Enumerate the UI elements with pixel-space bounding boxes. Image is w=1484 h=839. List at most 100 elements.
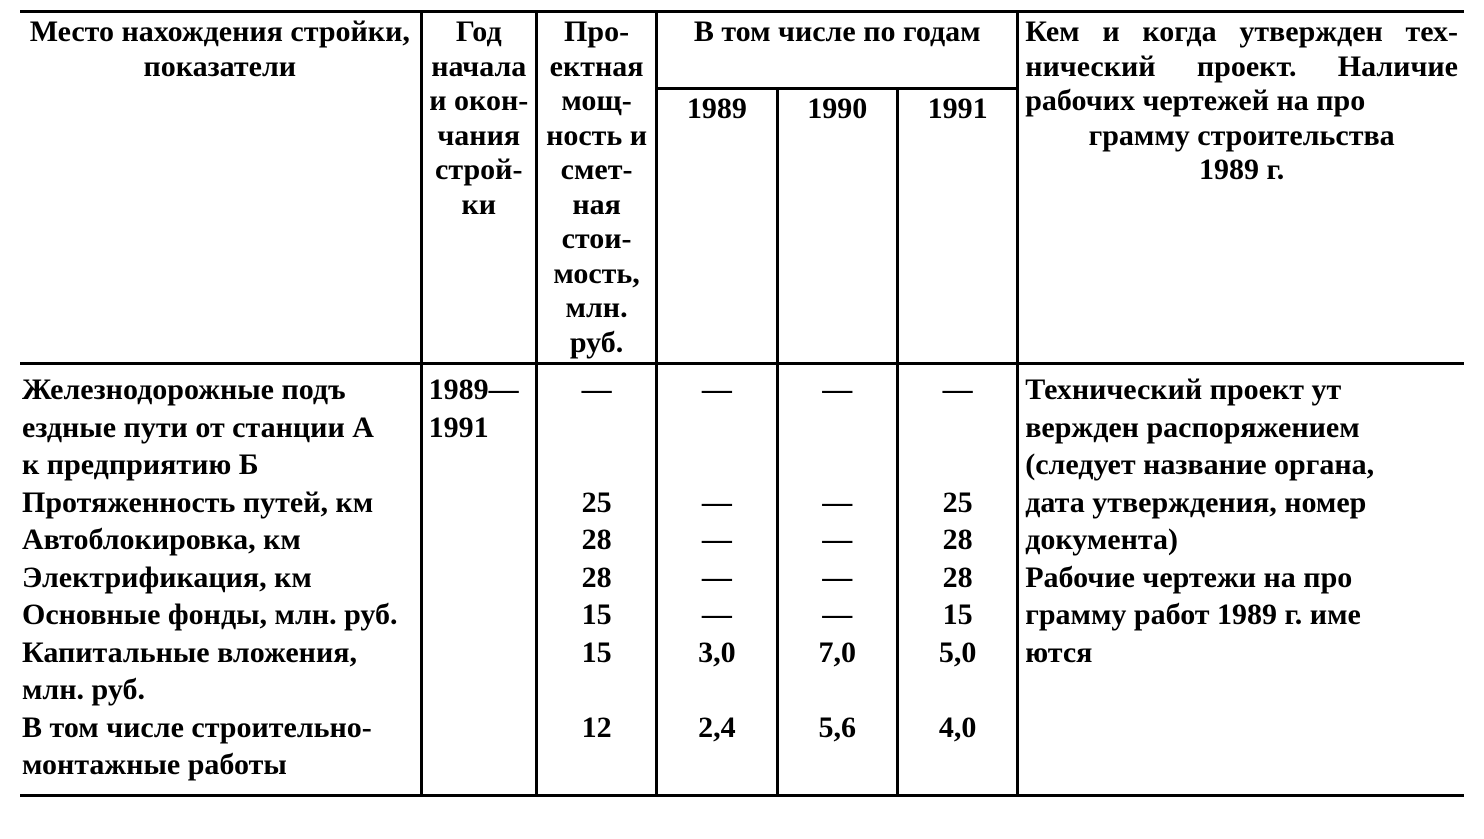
cell: — bbox=[657, 559, 777, 597]
cell: 12 bbox=[536, 709, 656, 747]
cell-name: Протяженность путей, км bbox=[20, 484, 421, 522]
header-text: Год нача­ла и окон­чания строй­ки bbox=[429, 15, 529, 222]
header-text: Про­ектная мощ­ность и смет­ная стои­мос… bbox=[544, 15, 649, 360]
cell-note: ются bbox=[1018, 634, 1464, 672]
header-text: Место нахождения стройки, показатели bbox=[26, 15, 414, 84]
cell-note: Рабочие чертежи на про­ bbox=[1018, 559, 1464, 597]
table-row: Электрификация, км 28 — — 28 Рабочие чер… bbox=[20, 559, 1464, 597]
cell-years: 1991 bbox=[421, 409, 536, 447]
cell bbox=[657, 409, 777, 447]
cell bbox=[657, 746, 777, 795]
cell: — bbox=[777, 559, 897, 597]
cell-name: Основные фонды, млн. руб. bbox=[20, 596, 421, 634]
table-body: Железнодорожные подъ­ 1989— — — — — Техн… bbox=[20, 364, 1464, 796]
cell-name: В том числе строительно- bbox=[20, 709, 421, 747]
header-text: грамму строительства bbox=[1025, 119, 1458, 154]
cell: 4,0 bbox=[897, 709, 1017, 747]
cell: 28 bbox=[536, 559, 656, 597]
cell-note: вержден распоряжением bbox=[1018, 409, 1464, 447]
cell bbox=[897, 746, 1017, 795]
header-year-1991: 1991 bbox=[897, 89, 1017, 364]
cell-note: (следует название органа, bbox=[1018, 446, 1464, 484]
cell-name: к предприятию Б bbox=[20, 446, 421, 484]
cell bbox=[536, 671, 656, 709]
cell bbox=[777, 671, 897, 709]
cell: 25 bbox=[536, 484, 656, 522]
table-row: Протяженность путей, км 25 — — 25 дата у… bbox=[20, 484, 1464, 522]
header-text: В том числе по годам bbox=[664, 15, 1010, 50]
cell: — bbox=[897, 364, 1017, 409]
cell: 5,0 bbox=[897, 634, 1017, 672]
cell: 15 bbox=[897, 596, 1017, 634]
header-by-years: В том числе по годам bbox=[657, 12, 1018, 89]
cell-name: монтажные работы bbox=[20, 746, 421, 795]
cell: 28 bbox=[536, 521, 656, 559]
cell bbox=[1018, 671, 1464, 709]
cell bbox=[421, 709, 536, 747]
cell: — bbox=[657, 521, 777, 559]
table-row: ездные пути от станции А 1991 вержден ра… bbox=[20, 409, 1464, 447]
cell bbox=[1018, 709, 1464, 747]
cell: 15 bbox=[536, 596, 656, 634]
cell: 25 bbox=[897, 484, 1017, 522]
cell bbox=[421, 521, 536, 559]
cell-years: 1989— bbox=[421, 364, 536, 409]
cell-name: Железнодорожные подъ­ bbox=[20, 364, 421, 409]
cell-name: млн. руб. bbox=[20, 671, 421, 709]
table-row: Железнодорожные подъ­ 1989— — — — — Техн… bbox=[20, 364, 1464, 409]
cell-note: дата утверждения, номер bbox=[1018, 484, 1464, 522]
cell bbox=[421, 634, 536, 672]
header-year-1989: 1989 bbox=[657, 89, 777, 364]
cell bbox=[536, 446, 656, 484]
cell: — bbox=[777, 521, 897, 559]
table-row: монтажные работы bbox=[20, 746, 1464, 795]
table-row: млн. руб. bbox=[20, 671, 1464, 709]
header-capacity-cost: Про­ектная мощ­ность и смет­ная стои­мос… bbox=[536, 12, 656, 364]
table-header: Место нахождения стройки, показатели Год… bbox=[20, 12, 1464, 364]
document-page: Место нахождения стройки, показатели Год… bbox=[0, 0, 1484, 839]
cell: — bbox=[657, 364, 777, 409]
cell: — bbox=[657, 596, 777, 634]
cell bbox=[536, 746, 656, 795]
cell-name: Капитальные вложения, bbox=[20, 634, 421, 672]
cell-note: грамму работ 1989 г. име­ bbox=[1018, 596, 1464, 634]
header-years-start-end: Год нача­ла и окон­чания строй­ки bbox=[421, 12, 536, 364]
cell: — bbox=[777, 596, 897, 634]
cell: — bbox=[777, 484, 897, 522]
cell bbox=[421, 484, 536, 522]
table-row: Капитальные вложения, 15 3,0 7,0 5,0 ютс… bbox=[20, 634, 1464, 672]
header-location-indicators: Место нахождения стройки, показатели bbox=[20, 12, 421, 364]
cell: 2,4 bbox=[657, 709, 777, 747]
header-text: Кем и когда утвержден тех­нический проек… bbox=[1025, 15, 1458, 119]
table-row: к предприятию Б (следует название органа… bbox=[20, 446, 1464, 484]
cell bbox=[777, 746, 897, 795]
cell: 28 bbox=[897, 521, 1017, 559]
table-row: Автоблокировка, км 28 — — 28 документа) bbox=[20, 521, 1464, 559]
cell bbox=[536, 409, 656, 447]
cell-note: Технический проект ут­ bbox=[1018, 364, 1464, 409]
cell bbox=[897, 671, 1017, 709]
cell: 15 bbox=[536, 634, 656, 672]
cell-name: Электрификация, км bbox=[20, 559, 421, 597]
cell bbox=[421, 596, 536, 634]
cell-note: документа) bbox=[1018, 521, 1464, 559]
cell bbox=[897, 446, 1017, 484]
cell bbox=[657, 446, 777, 484]
cell: 28 bbox=[897, 559, 1017, 597]
cell: — bbox=[777, 364, 897, 409]
cell: — bbox=[657, 484, 777, 522]
header-text: 1989 г. bbox=[1025, 153, 1458, 188]
cell: 5,6 bbox=[777, 709, 897, 747]
cell: 7,0 bbox=[777, 634, 897, 672]
cell bbox=[1018, 746, 1464, 795]
header-approval: Кем и когда утвержден тех­нический проек… bbox=[1018, 12, 1464, 364]
table-row: В том числе строительно- 12 2,4 5,6 4,0 bbox=[20, 709, 1464, 747]
cell: 3,0 bbox=[657, 634, 777, 672]
table-row: Основные фонды, млн. руб. 15 — — 15 грам… bbox=[20, 596, 1464, 634]
cell-name: Автоблокировка, км bbox=[20, 521, 421, 559]
cell-name: ездные пути от станции А bbox=[20, 409, 421, 447]
header-year-1990: 1990 bbox=[777, 89, 897, 364]
cell bbox=[421, 446, 536, 484]
cell bbox=[657, 671, 777, 709]
cell: — bbox=[536, 364, 656, 409]
